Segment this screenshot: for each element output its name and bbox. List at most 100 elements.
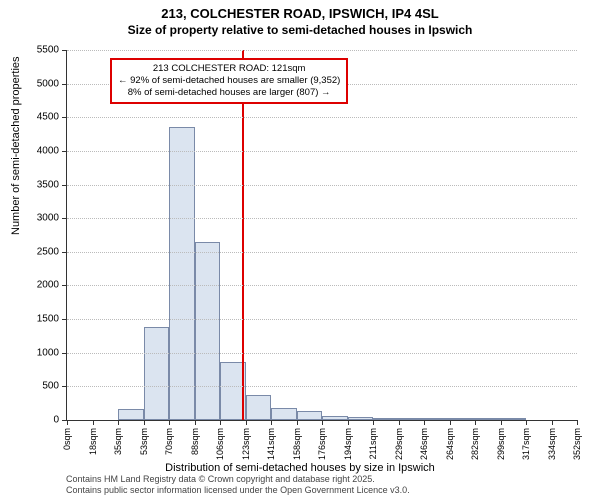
x-tick [246,420,247,425]
x-tick-label: 53sqm [139,428,149,455]
x-tick [169,420,170,425]
gridline [67,218,577,219]
x-tick [271,420,272,425]
histogram-bar [118,409,144,420]
y-tick [62,117,67,118]
x-tick [450,420,451,425]
y-tick-label: 3000 [37,213,59,224]
bars-layer [67,50,577,420]
y-tick [62,319,67,320]
annotation-box: 213 COLCHESTER ROAD: 121sqm ← 92% of sem… [110,58,348,104]
attribution-line1: Contains HM Land Registry data © Crown c… [66,474,410,485]
histogram-bar [475,418,501,420]
histogram-plot: 0500100015002000250030003500400045005000… [66,50,577,421]
gridline [67,386,577,387]
histogram-bar [246,395,272,420]
gridline [67,285,577,286]
x-tick-label: 299sqm [496,428,506,460]
histogram-bar [169,127,195,420]
y-tick-label: 0 [53,415,59,426]
x-tick [526,420,527,425]
x-tick [144,420,145,425]
y-tick [62,185,67,186]
gridline [67,117,577,118]
gridline [67,252,577,253]
y-tick-label: 1500 [37,314,59,325]
histogram-bar [271,408,297,420]
x-tick-label: 352sqm [572,428,582,460]
x-tick-label: 246sqm [419,428,429,460]
x-tick-label: 334sqm [547,428,557,460]
histogram-bar [450,418,476,420]
gridline [67,151,577,152]
x-tick [424,420,425,425]
y-tick [62,386,67,387]
x-tick [501,420,502,425]
x-axis-title: Distribution of semi-detached houses by … [0,462,600,474]
x-tick-label: 211sqm [368,428,378,459]
y-tick [62,151,67,152]
y-tick [62,353,67,354]
y-tick-label: 5500 [37,45,59,56]
x-tick-label: 229sqm [394,428,404,460]
page-subtitle: Size of property relative to semi-detach… [0,23,600,37]
x-tick [373,420,374,425]
property-size-marker [242,50,244,420]
y-tick-label: 4000 [37,145,59,156]
x-tick-label: 158sqm [292,428,302,460]
y-tick [62,218,67,219]
page-title: 213, COLCHESTER ROAD, IPSWICH, IP4 4SL [0,6,600,21]
x-tick [322,420,323,425]
y-tick-label: 1000 [37,347,59,358]
x-tick [297,420,298,425]
x-tick-label: 18sqm [88,428,98,455]
annotation-line2: ← 92% of semi-detached houses are smalle… [118,75,340,87]
x-tick-label: 141sqm [266,428,276,460]
x-tick [399,420,400,425]
histogram-bar [322,416,348,420]
x-tick [552,420,553,425]
x-tick-label: 70sqm [164,428,174,455]
gridline [67,50,577,51]
x-tick [577,420,578,425]
gridline [67,319,577,320]
histogram-bar [297,411,323,420]
histogram-bar [373,418,399,420]
y-tick-label: 4500 [37,112,59,123]
x-tick-label: 264sqm [445,428,455,460]
histogram-bar [195,242,221,420]
x-tick-label: 194sqm [343,428,353,460]
x-tick [195,420,196,425]
y-tick-label: 3500 [37,179,59,190]
y-tick [62,84,67,85]
x-tick [67,420,68,425]
histogram-bar [424,418,450,420]
y-tick [62,285,67,286]
histogram-bar [399,418,425,420]
y-tick-label: 2000 [37,280,59,291]
annotation-line1: 213 COLCHESTER ROAD: 121sqm [118,63,340,75]
x-tick [93,420,94,425]
x-tick-label: 0sqm [62,428,72,450]
attribution-line2: Contains public sector information licen… [66,485,410,496]
y-tick-label: 2500 [37,246,59,257]
gridline [67,353,577,354]
x-tick-label: 317sqm [521,428,531,460]
histogram-bar [144,327,170,420]
y-tick-label: 5000 [37,78,59,89]
x-tick-label: 88sqm [190,428,200,455]
x-tick [118,420,119,425]
x-tick-label: 123sqm [241,428,251,460]
x-tick-label: 106sqm [215,428,225,460]
x-tick-label: 35sqm [113,428,123,455]
x-tick-label: 282sqm [470,428,480,460]
x-tick-label: 176sqm [317,428,327,460]
gridline [67,185,577,186]
attribution: Contains HM Land Registry data © Crown c… [66,474,410,497]
y-tick-label: 500 [42,381,59,392]
x-tick [348,420,349,425]
histogram-bar [501,418,527,420]
annotation-line3: 8% of semi-detached houses are larger (8… [118,87,340,99]
y-tick [62,50,67,51]
x-tick [475,420,476,425]
